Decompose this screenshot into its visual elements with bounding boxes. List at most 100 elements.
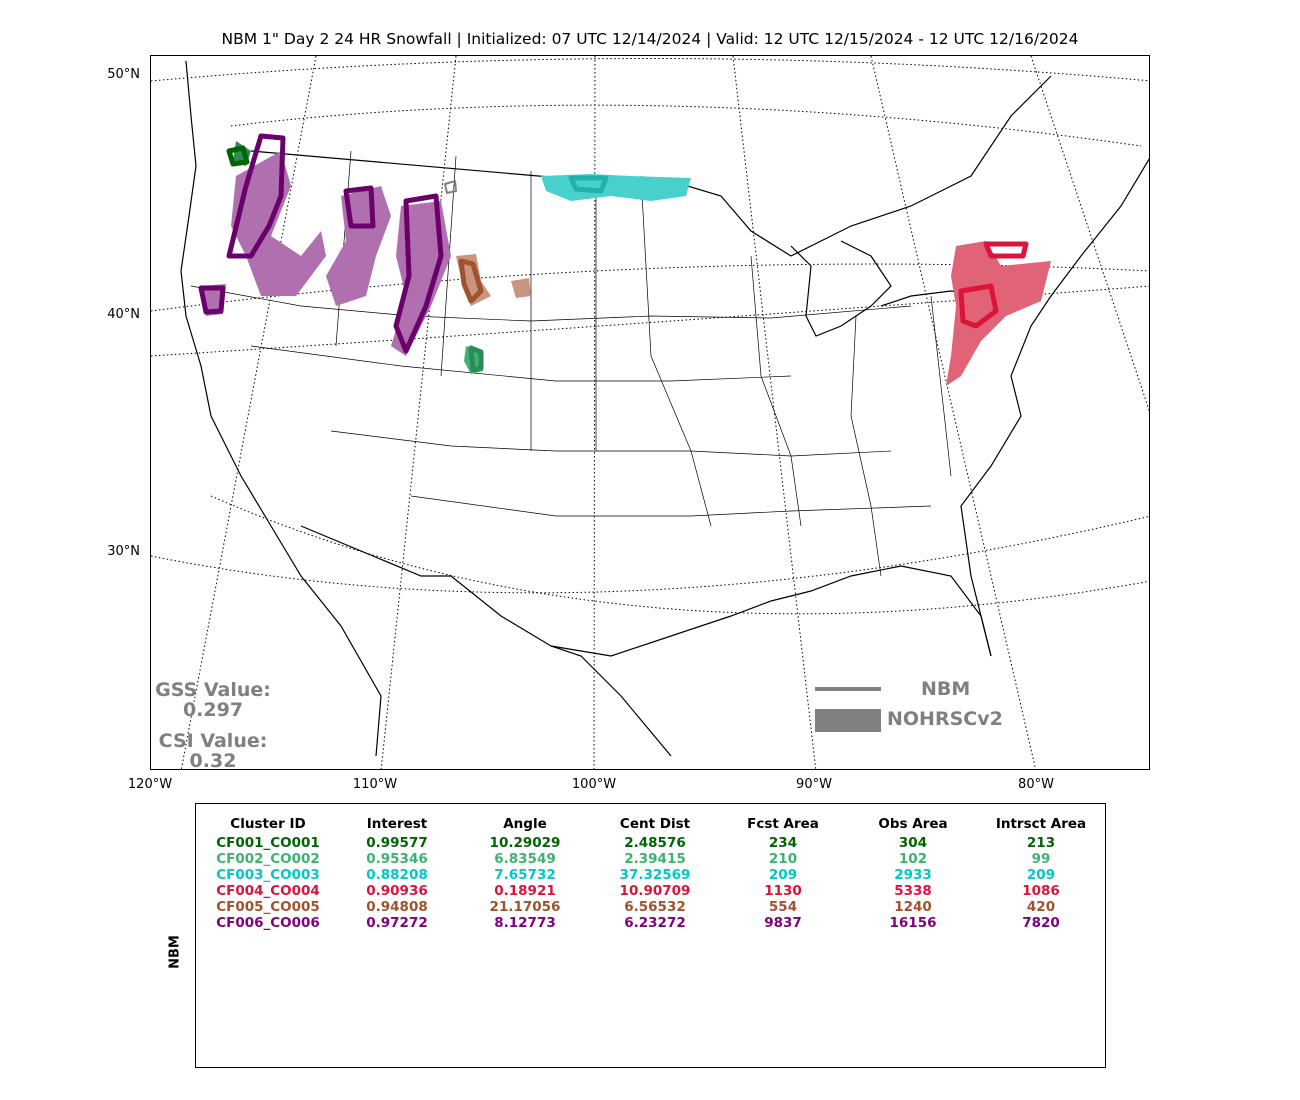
great-lakes [790, 240, 892, 337]
table-cell-interest: 0.99577 [366, 835, 428, 851]
table-cell-cluster-id: CF006_CO006 [216, 915, 320, 931]
observed-field-cf003 [541, 174, 691, 201]
table-cell-intrsct-area: 209 [1026, 867, 1056, 883]
coastlines [180, 60, 1149, 757]
meridian-100w [593, 56, 596, 769]
meridians [180, 56, 1149, 769]
table-cell-fcst-area: 1130 [764, 883, 802, 899]
observed-field-cf005-b [511, 278, 531, 298]
west-coast [180, 60, 382, 757]
lat-label-50n: 50°N [107, 67, 140, 82]
legend-nohrsc-label: NOHRSCv2 [887, 708, 1003, 730]
table-cell-angle: 8.12773 [494, 915, 556, 931]
border-col-7 [850, 315, 882, 577]
table-cell-fcst-area: 209 [768, 867, 798, 883]
table-cell-cent-dist: 2.39415 [624, 851, 686, 867]
table-cell-interest: 0.97272 [366, 915, 428, 931]
forecast-contour-cf006-b [343, 185, 376, 229]
table-cell-fcst-area: 210 [768, 851, 798, 867]
table-cell-cluster-id: CF002_CO002 [216, 851, 320, 867]
mexico-border [300, 525, 672, 757]
border-col-5 [640, 175, 712, 527]
forecast-contour-cf004-a [983, 241, 1029, 259]
table-cell-cluster-id: CF001_CO001 [216, 835, 320, 851]
table-cell-fcst-area: 9837 [764, 915, 802, 931]
table-cell-interest: 0.90936 [366, 883, 428, 899]
observed-fields [201, 141, 1051, 386]
table-cell-angle: 10.29029 [489, 835, 561, 851]
forecast-contours [198, 133, 1029, 373]
stats-table [195, 803, 1106, 1068]
table-cell-fcst-area: 234 [768, 835, 798, 851]
table-cell-obs-area: 304 [898, 835, 928, 851]
forecast-contour-cf006-c [393, 193, 444, 354]
parallel-50n [151, 58, 1149, 82]
gulf-coast [550, 565, 992, 657]
forecast-contour-cf006-a [226, 133, 286, 259]
column-header-cent-dist: Cent Dist [619, 816, 691, 832]
lat-label-30n: 30°N [107, 544, 140, 559]
lon-label-120w: 120°W [127, 777, 173, 792]
table-cell-cluster-id: CF005_CO005 [216, 899, 320, 915]
plot-title: NBM 1" Day 2 24 HR Snowfall | Initialize… [221, 30, 1079, 48]
table-cell-angle: 21.17056 [489, 899, 561, 915]
table-cell-intrsct-area: 213 [1026, 835, 1056, 851]
table-cell-angle: 7.65732 [494, 867, 556, 883]
meridian-90w [732, 56, 817, 769]
border-row-4 [410, 495, 932, 517]
column-header-intrsct-area: Intrsct Area [995, 816, 1087, 832]
table-cell-cent-dist: 10.90709 [619, 883, 691, 899]
table-cell-intrsct-area: 420 [1026, 899, 1056, 915]
gss-value: 0.297 [182, 699, 244, 721]
parallel-30n [151, 515, 1149, 594]
csi-label: CSI Value: [158, 730, 268, 752]
column-header-interest: Interest [366, 816, 428, 832]
parallel-25n [210, 495, 1149, 615]
table-cell-fcst-area: 554 [768, 899, 798, 915]
table-cell-cent-dist: 6.23272 [624, 915, 686, 931]
gss-label: GSS Value: [155, 679, 271, 701]
map-panel [150, 55, 1150, 770]
table-cell-angle: 6.83549 [494, 851, 556, 867]
table-cell-cluster-id: CF004_CO004 [216, 883, 320, 899]
border-row-2 [250, 345, 792, 382]
table-cell-interest: 0.88208 [366, 867, 428, 883]
table-cell-intrsct-area: 7820 [1022, 915, 1060, 931]
table-cell-cent-dist: 6.56532 [624, 899, 686, 915]
forecast-contour-cf005 [458, 258, 484, 304]
meridian-85w [870, 56, 1037, 769]
state-borders [190, 150, 952, 577]
forecast-contour-cf001 [226, 145, 250, 167]
parallel-45n [230, 104, 1142, 147]
east-coast [960, 158, 1149, 657]
table-cell-obs-area: 16156 [889, 915, 937, 931]
table-cell-cluster-id: CF003_CO003 [216, 867, 320, 883]
legend-nbm-label: NBM [921, 678, 971, 700]
table-cell-intrsct-area: 99 [1031, 851, 1051, 867]
table-cell-obs-area: 2933 [894, 867, 932, 883]
legend-nohrsc-patch [815, 709, 881, 732]
table-cell-angle: 0.18921 [494, 883, 556, 899]
forecast-contour-cf004-b [958, 283, 999, 329]
csi-value: 0.32 [189, 750, 237, 772]
column-header-obs-area: Obs Area [878, 816, 948, 832]
forecast-contour-unmatched [444, 180, 457, 194]
border-col-2 [440, 155, 457, 377]
parallels [151, 58, 1149, 615]
column-header-angle: Angle [503, 816, 547, 832]
column-header-cluster-id: Cluster ID [230, 816, 306, 832]
table-cell-intrsct-area: 1086 [1022, 883, 1060, 899]
table-cell-interest: 0.95346 [366, 851, 428, 867]
table-cell-cent-dist: 37.32569 [619, 867, 691, 883]
border-col-6 [750, 255, 802, 527]
table-cell-obs-area: 102 [898, 851, 928, 867]
meridian-115w [180, 56, 317, 769]
lon-label-90w: 90°W [796, 777, 832, 792]
map-canvas [151, 56, 1149, 769]
forecast-contour-cf006-d [198, 285, 226, 315]
lon-label-80w: 80°W [1018, 777, 1054, 792]
observed-field-cf004 [946, 241, 1051, 386]
border-row-3 [330, 430, 892, 457]
table-cell-obs-area: 1240 [894, 899, 932, 915]
lon-label-110w: 110°W [352, 777, 398, 792]
